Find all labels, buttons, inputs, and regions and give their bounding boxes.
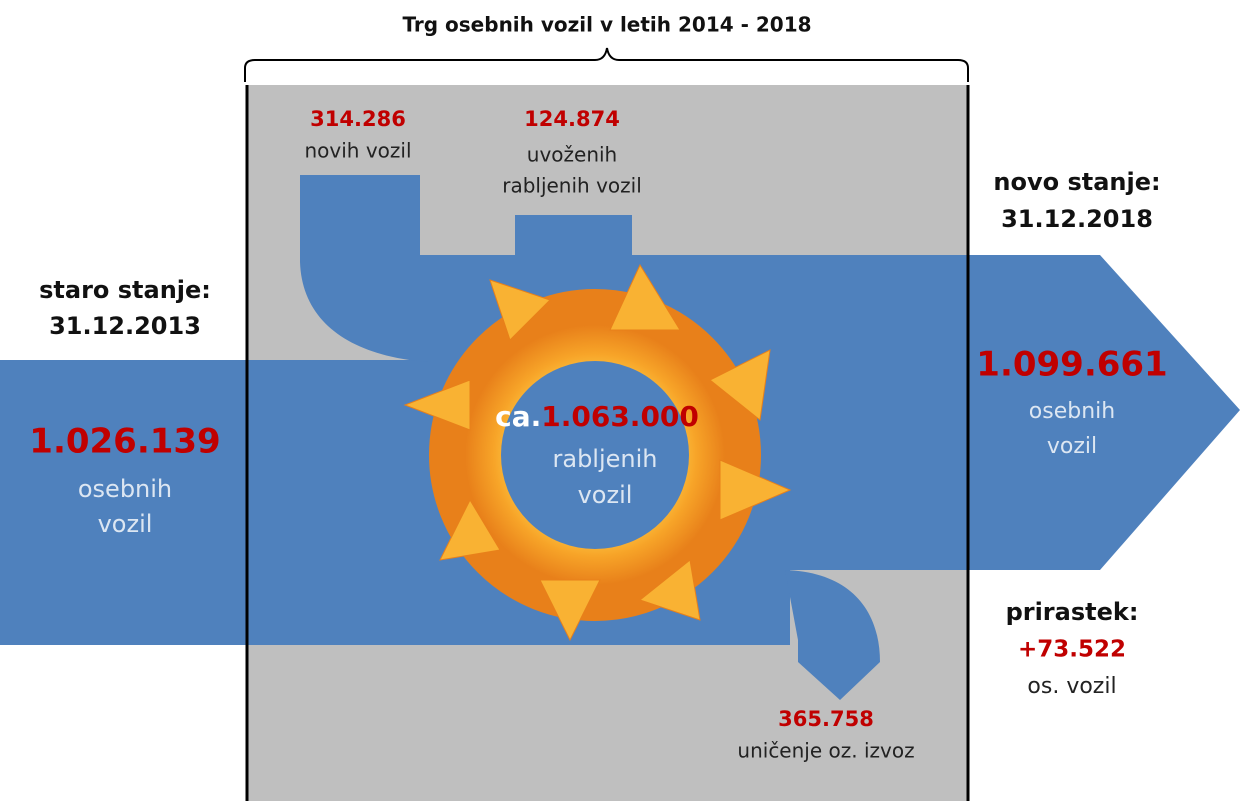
new-vehicles-label: novih vozil xyxy=(304,139,411,163)
old-label: staro stanje: xyxy=(39,276,211,304)
used-market-label: vozil xyxy=(578,481,633,509)
new-label: novo stanje: xyxy=(993,168,1160,196)
imported-label: rabljenih vozil xyxy=(502,174,642,198)
growth-label: prirastek: xyxy=(1006,598,1139,626)
growth-unit: os. vozil xyxy=(1027,674,1116,699)
imported-value: 124.874 xyxy=(524,107,620,131)
title: Trg osebnih vozil v letih 2014 - 2018 xyxy=(402,13,811,37)
used-market-label: rabljenih xyxy=(553,445,658,473)
new-unit: vozil xyxy=(1047,434,1097,459)
new-date: 31.12.2018 xyxy=(1001,205,1153,233)
new-value: 1.099.661 xyxy=(976,345,1167,385)
old-date: 31.12.2013 xyxy=(49,312,201,340)
old-unit: vozil xyxy=(98,510,153,538)
scrapped-label: uničenje oz. izvoz xyxy=(737,739,914,763)
used-market-prefix: ca. xyxy=(495,400,541,433)
scrapped-value: 365.758 xyxy=(778,707,874,731)
used-market-value: ca.1.063.000 xyxy=(495,400,699,433)
old-value: 1.026.139 xyxy=(29,422,220,462)
imported-label: uvoženih xyxy=(527,143,617,167)
old-unit: osebnih xyxy=(78,475,172,503)
growth-value: +73.522 xyxy=(1018,637,1126,663)
used-market-number: 1.063.000 xyxy=(541,400,699,433)
new-unit: osebnih xyxy=(1029,399,1115,424)
new-vehicles-value: 314.286 xyxy=(310,107,406,131)
cycle xyxy=(403,263,792,642)
brace xyxy=(244,47,969,82)
